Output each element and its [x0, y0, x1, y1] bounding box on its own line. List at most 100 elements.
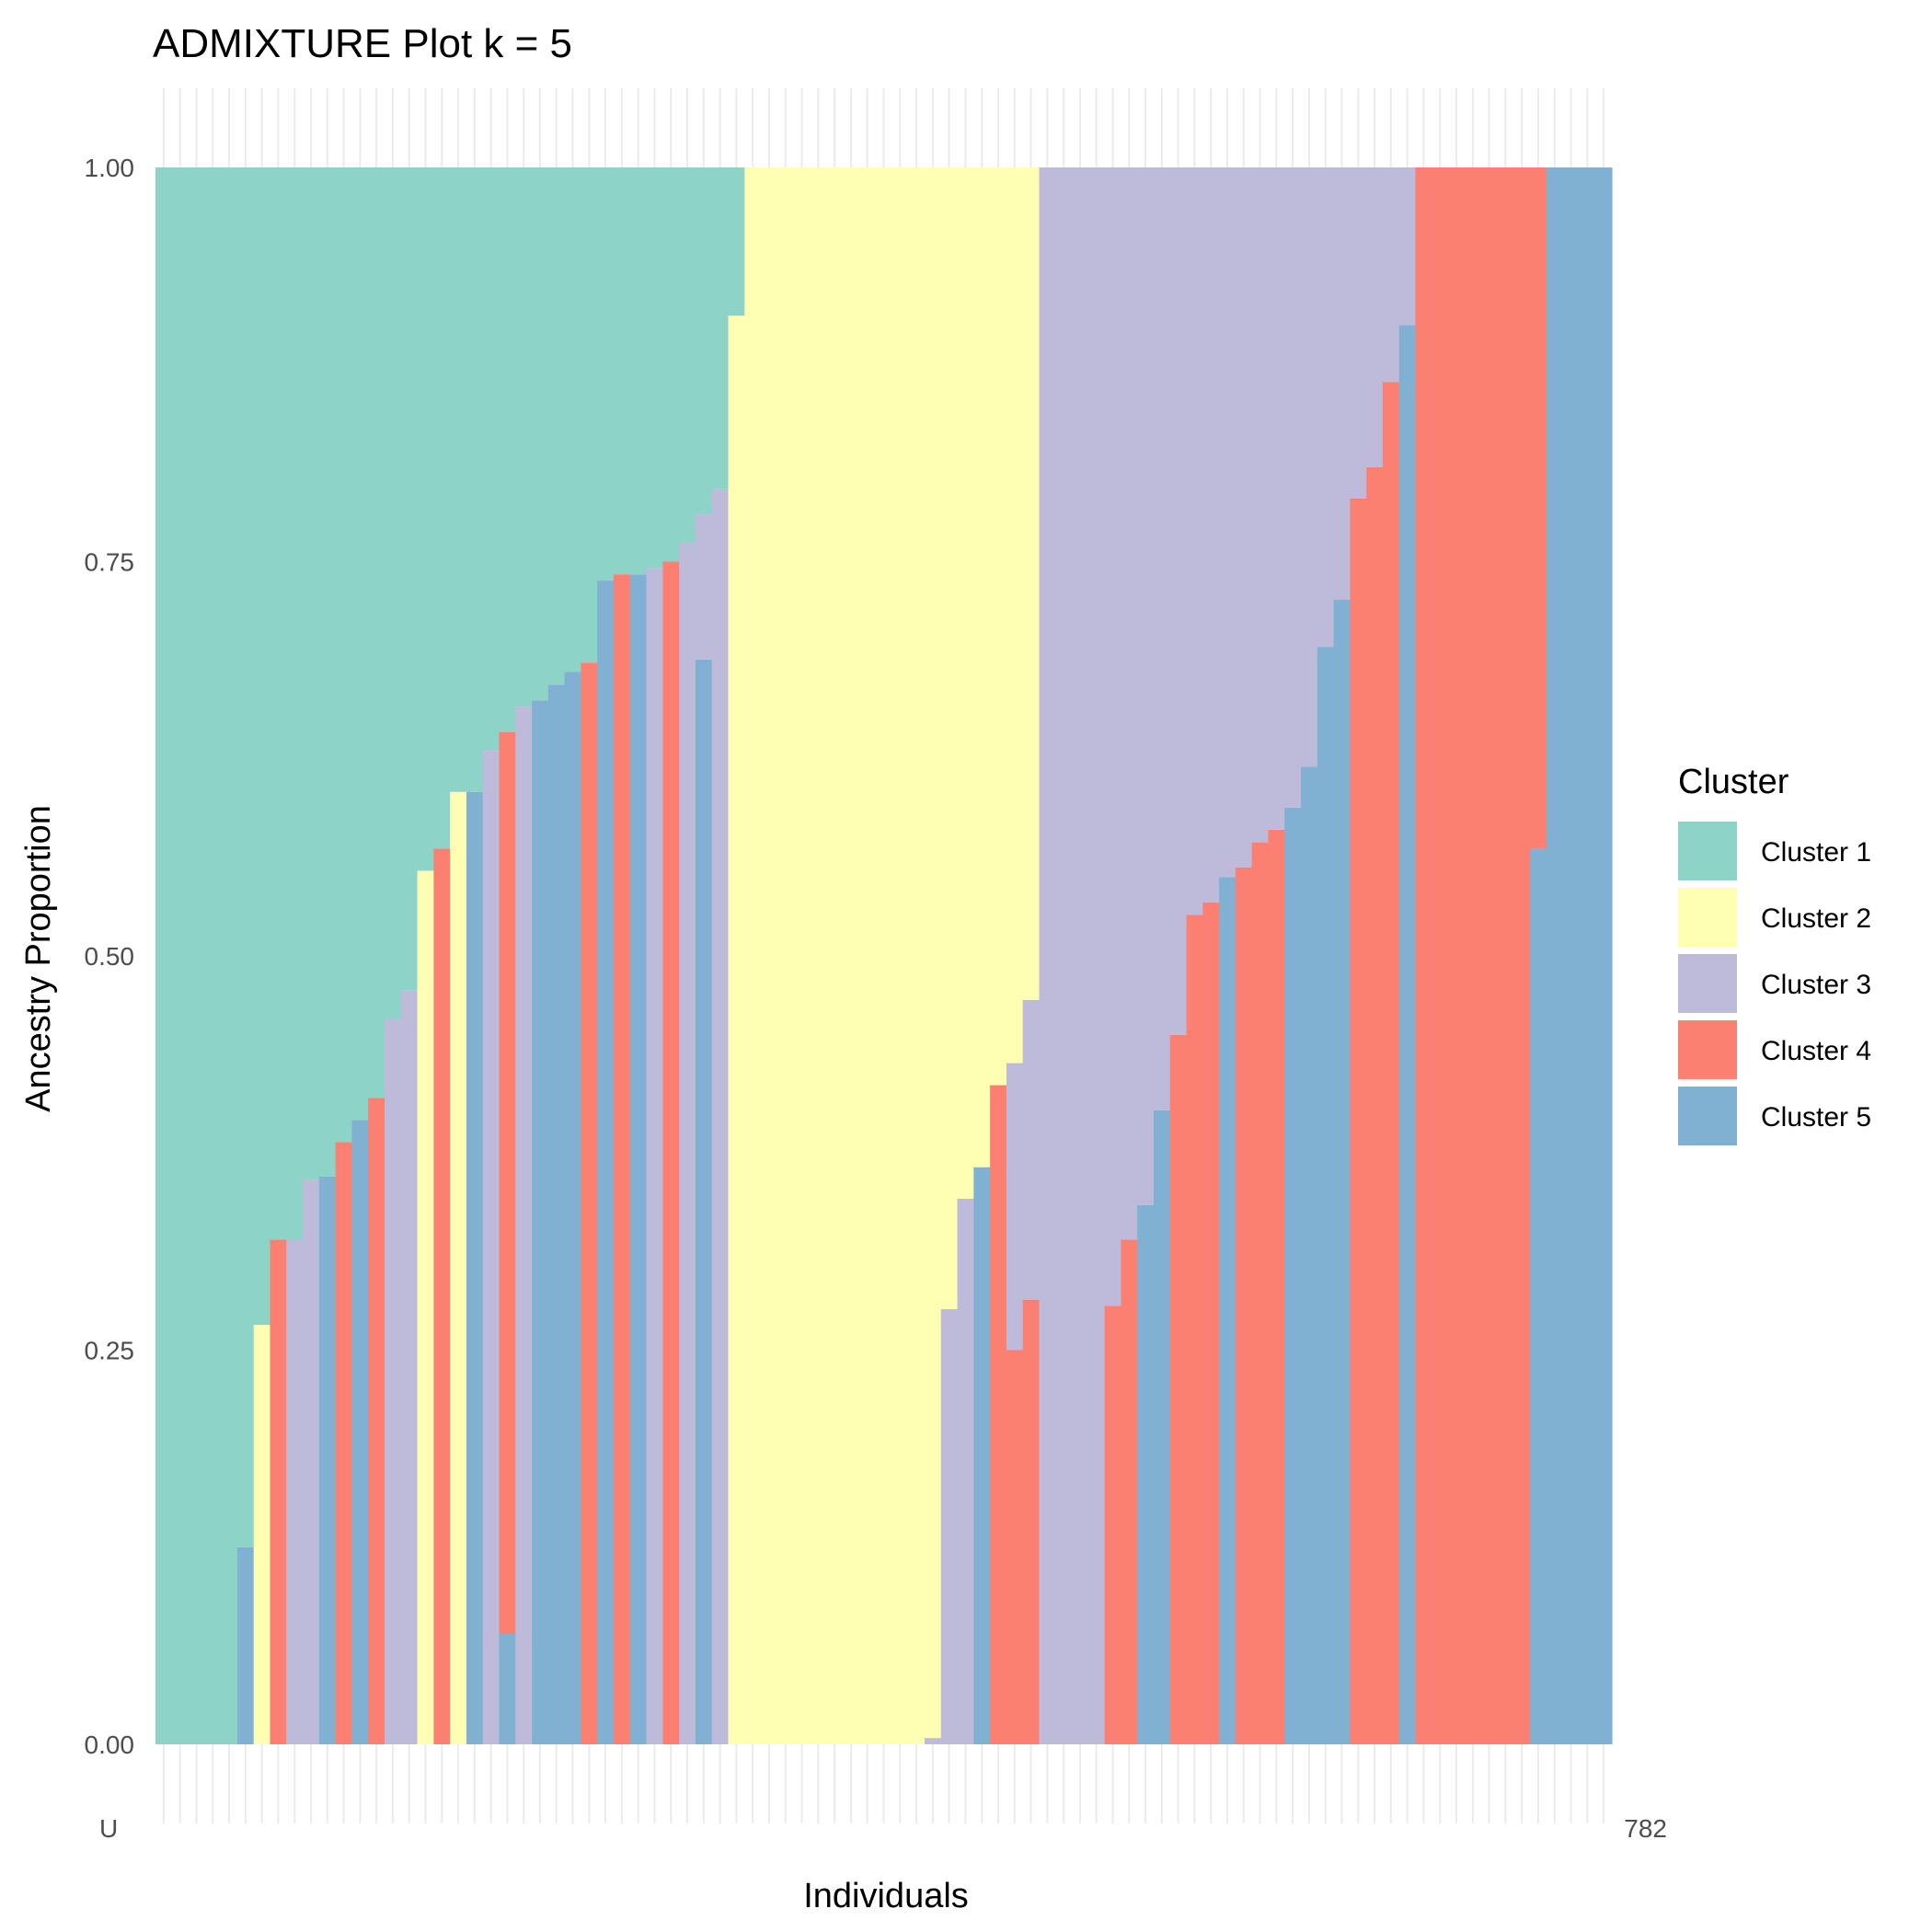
- legend-items: Cluster 1 Cluster 2 Cluster 3 Cluster 4 Clus…: [1678, 822, 1871, 1145]
- bar-segment-cluster-5: [1398, 325, 1417, 1744]
- individual-bar: [646, 167, 663, 1745]
- bar-segment-cluster-4: [368, 1098, 385, 1744]
- bar-segment-cluster-4: [1202, 902, 1220, 1744]
- bar-segment-cluster-3: [1121, 167, 1138, 1240]
- bar-segment-cluster-3: [515, 707, 533, 1744]
- individual-bar: [1104, 167, 1122, 1744]
- bar-segment-cluster-3: [1398, 167, 1417, 326]
- bar-segment-cluster-1: [679, 167, 696, 543]
- bar-segment-cluster-1: [499, 167, 516, 732]
- bar-segment-cluster-3: [1219, 167, 1236, 878]
- bar-segment-cluster-2: [793, 167, 811, 1744]
- bar-segment-cluster-4: [1350, 498, 1367, 1745]
- individual-bar: [515, 167, 533, 1744]
- bar-segment-cluster-5: [695, 659, 713, 1744]
- bar-segment-cluster-1: [695, 167, 713, 515]
- bar-segment-cluster-5: [466, 791, 484, 1744]
- individual-bar: [499, 167, 516, 1744]
- y-tick-label: 0.00: [85, 1731, 135, 1759]
- bar-segment-cluster-5: [1546, 167, 1564, 1744]
- individual-bar: [155, 167, 173, 1744]
- individual-bar: [368, 167, 385, 1744]
- individual-bar: [1480, 167, 1499, 1744]
- bar-segment-cluster-4: [1006, 1350, 1024, 1744]
- legend-label: Cluster 1: [1761, 837, 1871, 868]
- bar-segment-cluster-4: [1448, 167, 1466, 1744]
- bar-segment-cluster-5: [564, 672, 582, 1744]
- bar-segment-cluster-3: [1072, 167, 1089, 1744]
- individual-bar: [547, 167, 566, 1744]
- bar-segment-cluster-1: [318, 167, 337, 1177]
- bar-segment-cluster-5: [1153, 1110, 1171, 1744]
- bar-segment-cluster-1: [155, 167, 173, 1744]
- bar-segment-cluster-4: [270, 1239, 287, 1744]
- bar-segment-cluster-1: [482, 167, 500, 752]
- bar-segment-cluster-1: [646, 167, 663, 569]
- bar-segment-cluster-4: [1366, 466, 1384, 1744]
- individual-bar: [662, 167, 680, 1744]
- bar-segment-cluster-5: [597, 581, 615, 1744]
- bar-segment-cluster-3: [1104, 167, 1122, 1306]
- bar-segment-cluster-5: [1317, 647, 1335, 1744]
- chart-title: ADMIXTURE Plot k = 5: [153, 21, 572, 66]
- bar-segment-cluster-1: [270, 167, 287, 1240]
- individual-bar: [417, 167, 434, 1744]
- bar-segment-cluster-4: [1464, 167, 1482, 1744]
- individual-bar: [1415, 167, 1432, 1744]
- individual-bar: [1055, 167, 1073, 1744]
- individual-bar: [1186, 167, 1203, 1744]
- bar-segment-cluster-2: [858, 167, 877, 1744]
- individual-bar: [1546, 167, 1564, 1744]
- individual-bar: [303, 167, 320, 1744]
- bar-segment-cluster-4: [1382, 382, 1400, 1744]
- bar-segment-cluster-5: [1530, 848, 1547, 1744]
- bar-segment-cluster-4: [1121, 1239, 1138, 1744]
- legend-label: Cluster 3: [1761, 970, 1871, 1000]
- bar-segment-cluster-4: [1432, 167, 1449, 1744]
- individual-bar: [1317, 167, 1335, 1744]
- bar-segment-cluster-3: [1055, 167, 1073, 1744]
- x-tick-label-first: U: [99, 1814, 118, 1843]
- bar-segment-cluster-5: [1137, 1204, 1155, 1744]
- bar-segment-cluster-2: [875, 167, 892, 1744]
- bar-segment-cluster-2: [990, 167, 1007, 1086]
- individual-bar: [1137, 167, 1155, 1744]
- bar-segment-cluster-3: [1251, 167, 1270, 843]
- x-tick-label-last: 782: [1624, 1814, 1667, 1843]
- individual-bar: [385, 167, 402, 1744]
- bar-segment-cluster-4: [335, 1142, 353, 1744]
- individual-bar: [1284, 167, 1302, 1744]
- bar-segment-cluster-4: [662, 561, 680, 1744]
- bar-segment-cluster-1: [711, 167, 730, 489]
- bar-segment-cluster-1: [597, 167, 615, 581]
- bar-segment-cluster-2: [253, 1325, 271, 1744]
- bar-segment-cluster-3: [1382, 167, 1400, 383]
- individual-bar: [450, 167, 467, 1744]
- bar-segment-cluster-2: [940, 167, 959, 1309]
- bar-segment-cluster-3: [1022, 999, 1041, 1300]
- x-axis-ticks: U 782: [99, 1814, 1667, 1843]
- individual-bar: [891, 167, 909, 1744]
- bar-segment-cluster-2: [450, 791, 467, 1744]
- bar-segment-cluster-3: [400, 990, 419, 1744]
- individual-bar: [695, 167, 713, 1744]
- bar-segment-cluster-1: [351, 167, 369, 1121]
- y-tick-label: 1.00: [85, 154, 135, 182]
- individual-bar: [1235, 167, 1253, 1744]
- individual-bar: [924, 167, 942, 1744]
- individual-bar: [1333, 167, 1351, 1744]
- stacked-bars: [155, 167, 1613, 1745]
- bar-segment-cluster-1: [303, 167, 320, 1180]
- individual-bar: [1497, 167, 1514, 1744]
- bar-segment-cluster-4: [1022, 1299, 1041, 1744]
- individual-bar: [1202, 167, 1220, 1744]
- bar-segment-cluster-1: [629, 167, 648, 575]
- bar-segment-cluster-5: [1284, 807, 1302, 1744]
- bar-segment-cluster-4: [433, 848, 451, 1744]
- legend-label: Cluster 4: [1761, 1036, 1871, 1066]
- bar-segment-cluster-2: [924, 167, 942, 1739]
- bar-segment-cluster-1: [662, 167, 680, 562]
- individual-bar: [1006, 167, 1024, 1744]
- individual-bar: [1382, 167, 1400, 1744]
